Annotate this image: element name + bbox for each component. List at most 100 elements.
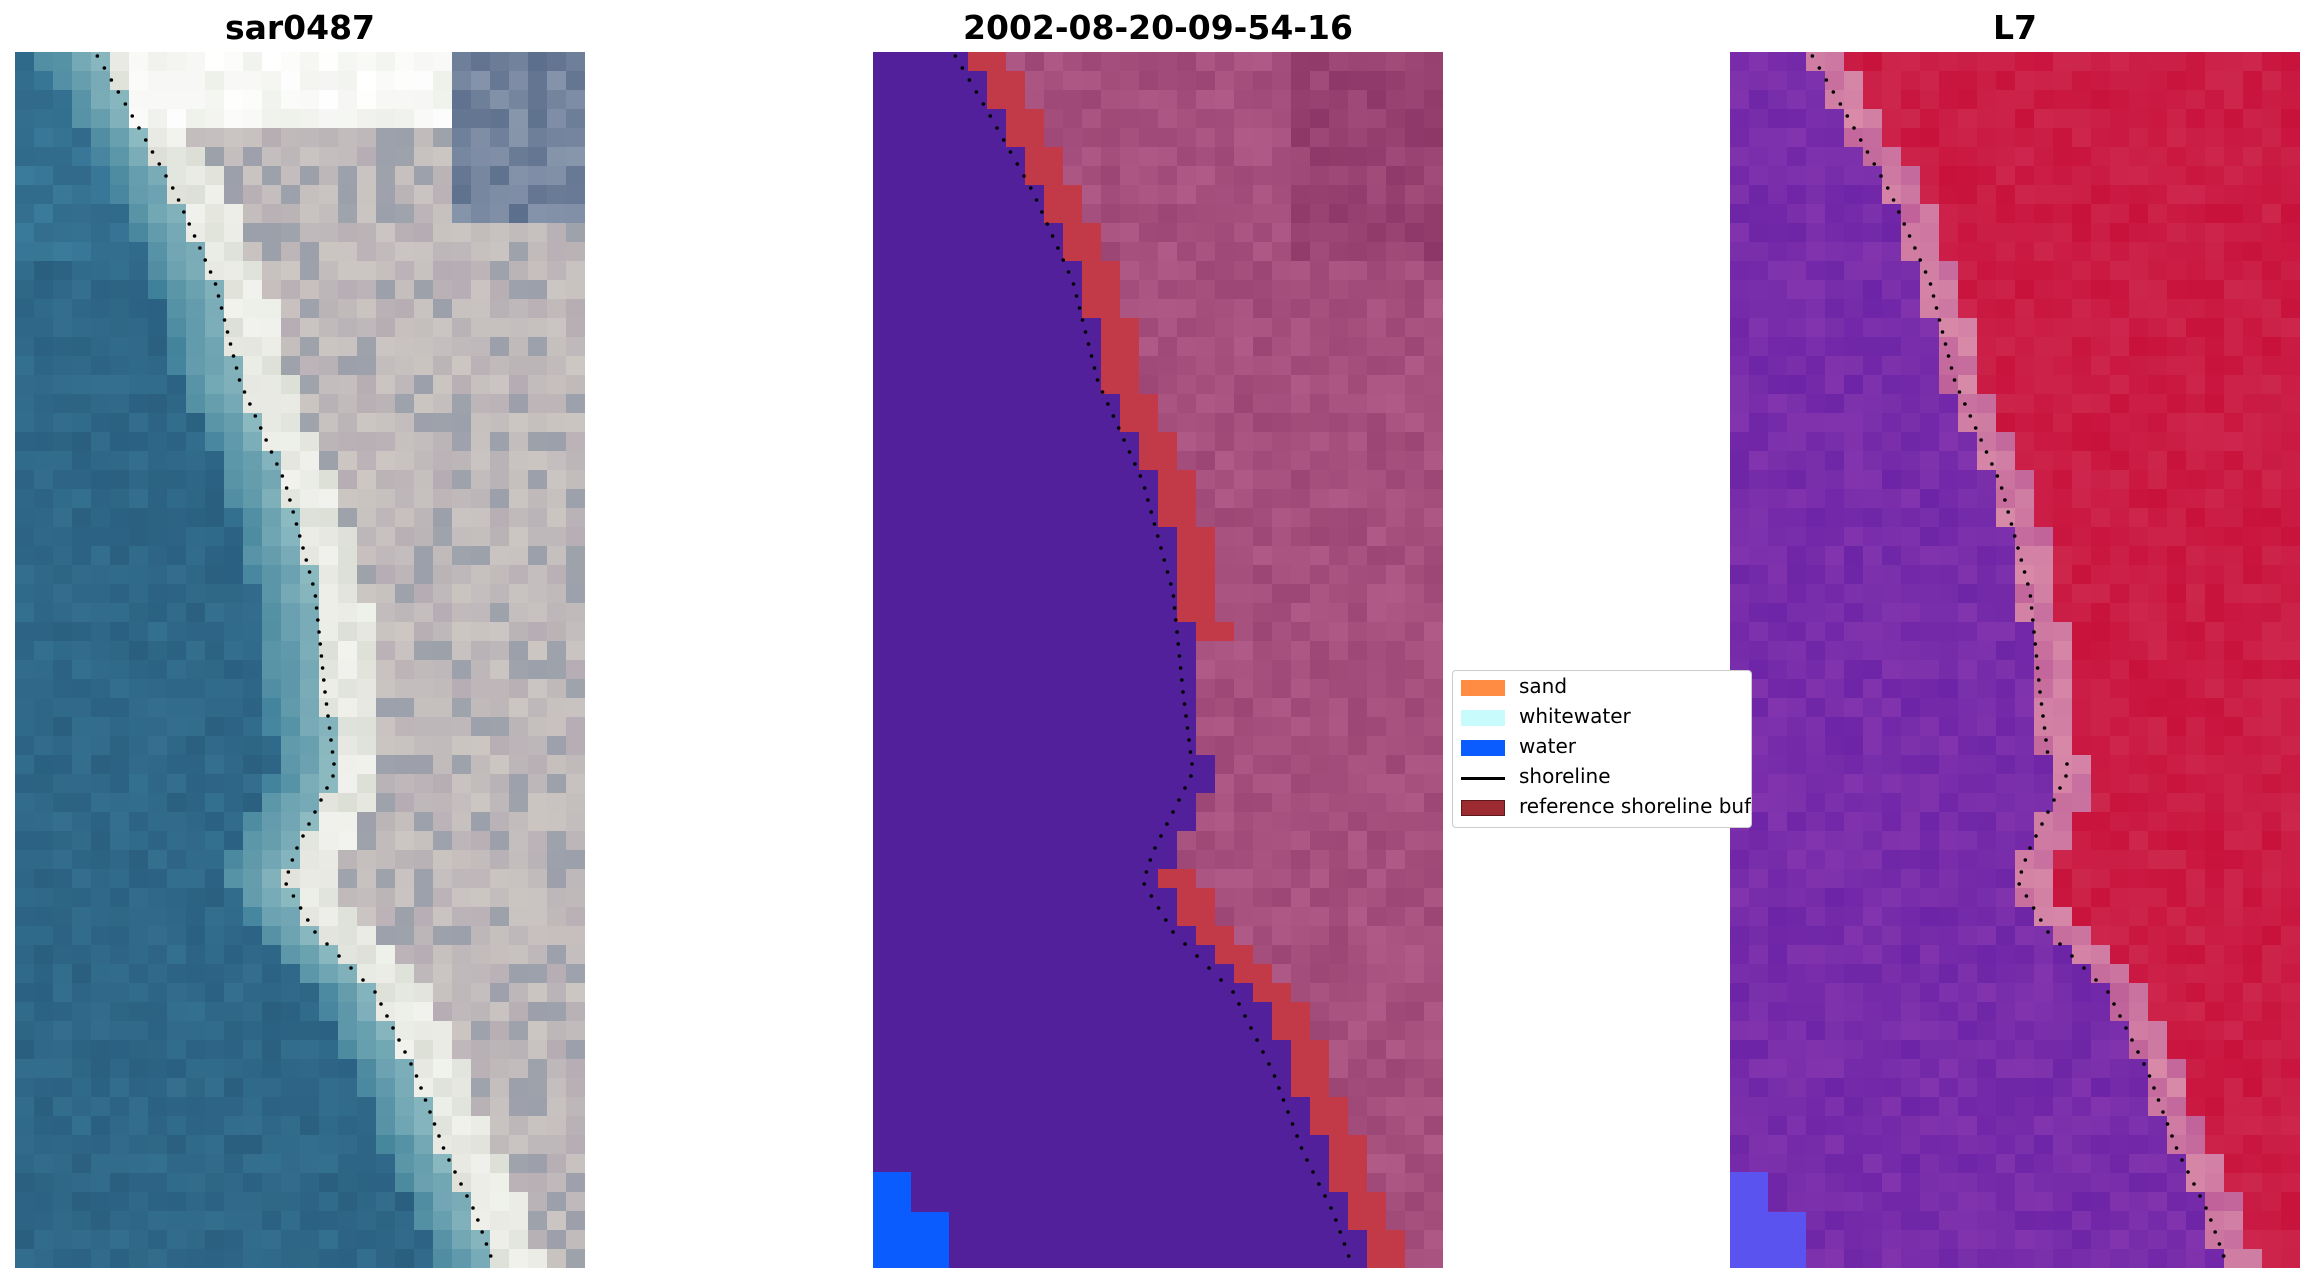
shoreline-point bbox=[2112, 1002, 2116, 1006]
shoreline-point bbox=[1845, 114, 1850, 118]
shoreline-point bbox=[960, 66, 965, 70]
shoreline-point bbox=[325, 942, 329, 946]
shoreline-point bbox=[234, 366, 239, 370]
shoreline-point bbox=[1311, 1170, 1315, 1174]
shoreline-point bbox=[222, 318, 227, 322]
shoreline-point bbox=[2023, 858, 2028, 862]
shoreline-point bbox=[488, 1254, 493, 1258]
shoreline-point bbox=[307, 822, 311, 826]
shoreline-point bbox=[432, 1122, 437, 1126]
shoreline-point bbox=[2070, 954, 2074, 958]
shoreline-point bbox=[1171, 810, 1175, 814]
shoreline-point bbox=[1180, 678, 1184, 682]
shoreline-point bbox=[1824, 78, 1829, 82]
shoreline-point bbox=[1028, 186, 1033, 190]
shoreline-point bbox=[337, 954, 341, 958]
shoreline-point bbox=[1183, 942, 1187, 946]
shoreline-point bbox=[1317, 1182, 1321, 1186]
shoreline-point bbox=[2046, 810, 2050, 814]
shoreline-point bbox=[286, 870, 291, 874]
shoreline-point bbox=[313, 594, 318, 598]
shoreline-point bbox=[1973, 426, 1978, 430]
shoreline-point bbox=[1940, 330, 1945, 334]
shoreline-point bbox=[1984, 450, 1989, 454]
shoreline-point bbox=[291, 510, 295, 514]
shoreline-point bbox=[2064, 774, 2068, 778]
shoreline-point bbox=[1142, 486, 1147, 490]
legend-label-reference-shoreline-buffer: reference shoreline buffer bbox=[1519, 794, 1751, 818]
shoreline-point bbox=[465, 1194, 469, 1198]
shoreline-point bbox=[1195, 954, 1199, 958]
shoreline-point bbox=[1338, 1230, 1342, 1234]
shoreline-point bbox=[988, 114, 993, 118]
shoreline-point bbox=[1122, 438, 1126, 442]
shoreline-point bbox=[2026, 582, 2030, 586]
shoreline-point bbox=[2106, 990, 2110, 994]
shoreline-point bbox=[1178, 666, 1183, 670]
shoreline-point bbox=[471, 1206, 475, 1210]
shoreline-point bbox=[1943, 342, 1948, 346]
shoreline-point bbox=[1149, 894, 1154, 898]
shoreline-point bbox=[2209, 1218, 2213, 1222]
shoreline-point bbox=[419, 1086, 423, 1090]
shoreline-point bbox=[228, 342, 233, 346]
shoreline-point bbox=[2022, 570, 2027, 574]
shoreline-point bbox=[130, 114, 135, 118]
shoreline-point bbox=[361, 978, 365, 982]
shoreline-point bbox=[423, 1098, 428, 1102]
shoreline-point bbox=[1159, 546, 1163, 550]
shoreline-point bbox=[1175, 630, 1179, 634]
rgb-image-panel bbox=[15, 52, 585, 1268]
shoreline-point bbox=[298, 906, 303, 910]
shoreline-point bbox=[137, 126, 141, 130]
shoreline-point bbox=[2094, 978, 2098, 982]
shoreline-point bbox=[1913, 246, 1917, 250]
shoreline-point bbox=[219, 306, 224, 310]
shoreline-point bbox=[1243, 1014, 1247, 1018]
shoreline-point bbox=[480, 1230, 484, 1234]
shoreline-point bbox=[176, 198, 181, 202]
shoreline-point bbox=[280, 474, 285, 478]
shoreline-point bbox=[1181, 690, 1185, 694]
legend-label-sand: sand bbox=[1519, 674, 1568, 698]
shoreline-point bbox=[317, 630, 321, 634]
shoreline-point bbox=[437, 1134, 441, 1138]
shoreline-point bbox=[1045, 222, 1050, 226]
shoreline-point bbox=[253, 414, 258, 418]
shoreline-point bbox=[1089, 354, 1094, 358]
shoreline-point bbox=[2034, 834, 2038, 838]
shoreline-point bbox=[1190, 762, 1194, 766]
shoreline-point bbox=[1323, 1194, 1327, 1198]
shoreline-point bbox=[316, 618, 320, 622]
shoreline-point bbox=[1949, 366, 1954, 370]
shoreline-point bbox=[1095, 378, 1100, 382]
shoreline-point bbox=[123, 102, 128, 106]
shoreline-point bbox=[2174, 1146, 2179, 1150]
shoreline-point bbox=[1100, 390, 1105, 394]
shoreline-point bbox=[2046, 930, 2050, 934]
shoreline-point bbox=[2058, 786, 2062, 790]
shoreline-point bbox=[1074, 294, 1079, 298]
shoreline-point bbox=[198, 246, 202, 250]
shoreline-point bbox=[269, 450, 274, 454]
shoreline-point bbox=[967, 78, 972, 82]
shoreline-point bbox=[2031, 618, 2035, 622]
shoreline-point bbox=[2045, 750, 2050, 754]
shoreline-point bbox=[1040, 210, 1044, 214]
shoreline-point bbox=[1008, 150, 1013, 154]
shoreline-point bbox=[231, 354, 236, 358]
water-index-image bbox=[1730, 52, 2300, 1268]
shoreline-point bbox=[2052, 798, 2056, 802]
shoreline-point bbox=[1001, 138, 1006, 142]
shoreline-point bbox=[453, 1170, 457, 1174]
shoreline-point bbox=[1272, 1074, 1277, 1078]
shoreline-point bbox=[1952, 378, 1957, 382]
shoreline-point bbox=[2017, 882, 2021, 886]
shoreline-point bbox=[291, 894, 296, 898]
legend-label-water: water bbox=[1519, 734, 1576, 758]
shoreline-point bbox=[1148, 858, 1153, 862]
shoreline-point bbox=[264, 438, 268, 442]
shoreline-point bbox=[995, 126, 999, 130]
shoreline-point bbox=[225, 330, 230, 334]
shoreline-point bbox=[1189, 774, 1193, 778]
